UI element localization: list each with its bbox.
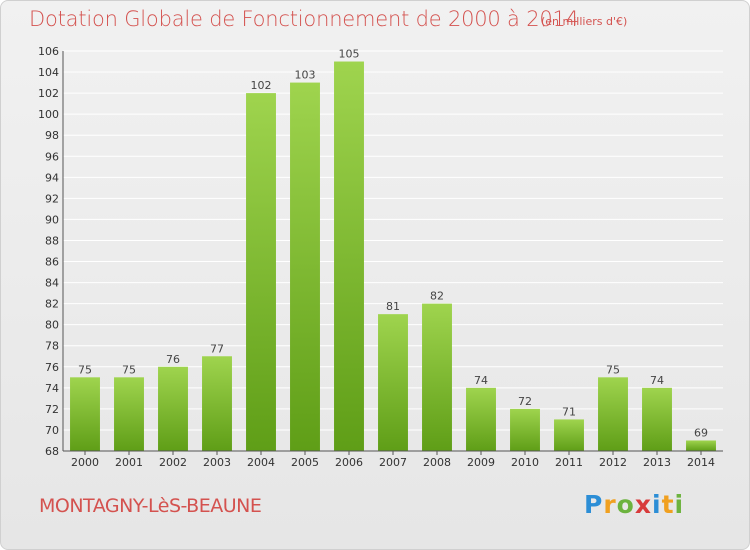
data-label: 71 — [562, 405, 576, 418]
y-tick-label: 78 — [45, 340, 59, 353]
y-tick-label: 98 — [45, 129, 59, 142]
y-tick-label: 90 — [45, 213, 59, 226]
bar — [466, 387, 496, 451]
x-tick-label: 2002 — [159, 456, 187, 469]
x-tick-label: 2014 — [687, 456, 715, 469]
x-tick-label: 2000 — [71, 456, 99, 469]
data-label: 74 — [650, 374, 664, 387]
bar — [686, 440, 716, 451]
y-tick-label: 102 — [38, 87, 59, 100]
data-label: 103 — [295, 69, 316, 82]
y-tick-label: 82 — [45, 298, 59, 311]
y-tick-label: 92 — [45, 192, 59, 205]
y-tick-label: 74 — [45, 382, 59, 395]
data-label: 72 — [518, 395, 532, 408]
bars — [70, 61, 716, 452]
y-tick-label: 80 — [45, 319, 59, 332]
y-tick-label: 84 — [45, 277, 59, 290]
x-tick-label: 2011 — [555, 456, 583, 469]
data-label: 75 — [606, 363, 620, 376]
x-tick-label: 2008 — [423, 456, 451, 469]
bar — [334, 61, 364, 452]
y-tick-label: 104 — [38, 66, 59, 79]
y-tick-label: 68 — [45, 445, 59, 458]
bar — [422, 303, 452, 451]
chart-title: Dotation Globale de Fonctionnement de 20… — [29, 7, 579, 31]
data-label: 102 — [251, 79, 272, 92]
commune-name: MONTAGNY-LèS-BEAUNE — [39, 495, 262, 517]
data-label: 74 — [474, 374, 488, 387]
bar — [114, 377, 144, 451]
x-tick-label: 2004 — [247, 456, 275, 469]
y-tick-label: 94 — [45, 171, 59, 184]
data-label: 76 — [166, 353, 180, 366]
bar — [70, 377, 100, 451]
x-tick-label: 2006 — [335, 456, 363, 469]
data-label: 75 — [122, 363, 136, 376]
y-tick-label: 88 — [45, 234, 59, 247]
bar — [510, 408, 540, 451]
bar — [246, 93, 276, 452]
data-label: 69 — [694, 426, 708, 439]
x-tick-label: 2010 — [511, 456, 539, 469]
bar — [202, 356, 232, 451]
data-label: 105 — [339, 48, 360, 61]
data-label: 81 — [386, 300, 400, 313]
x-tick-label: 2007 — [379, 456, 407, 469]
chart-subtitle: (en milliers d'€) — [541, 15, 628, 28]
bar — [158, 366, 188, 451]
y-tick-label: 100 — [38, 108, 59, 121]
y-tick-label: 106 — [38, 45, 59, 58]
bar — [554, 419, 584, 451]
data-labels: 75 75 76 77 102 103 105 81 82 74 72 71 75 74 69 — [78, 48, 708, 440]
bar — [378, 314, 408, 451]
data-label: 82 — [430, 290, 444, 303]
y-tick-label: 86 — [45, 256, 59, 269]
bar — [290, 82, 320, 451]
x-tick-label: 2003 — [203, 456, 231, 469]
bar — [598, 377, 628, 451]
y-tick-label: 70 — [45, 424, 59, 437]
x-tick-label: 2009 — [467, 456, 495, 469]
x-tick-label: 2013 — [643, 456, 671, 469]
y-axis: 68 70 72 74 76 78 80 82 84 86 88 90 92 94 96 98 100 102 10… — [38, 45, 64, 458]
data-label: 77 — [210, 342, 224, 355]
x-axis: 2000 2001 2002 2003 2004 2005 2006 2007 2008 2009… — [63, 450, 723, 469]
proxiti-logo: Proxiti — [584, 490, 685, 519]
x-tick-label: 2005 — [291, 456, 319, 469]
data-label: 75 — [78, 363, 92, 376]
y-tick-label: 76 — [45, 361, 59, 374]
x-tick-label: 2001 — [115, 456, 143, 469]
x-tick-label: 2012 — [599, 456, 627, 469]
y-tick-label: 72 — [45, 403, 59, 416]
y-tick-label: 96 — [45, 150, 59, 163]
bar — [642, 387, 672, 451]
